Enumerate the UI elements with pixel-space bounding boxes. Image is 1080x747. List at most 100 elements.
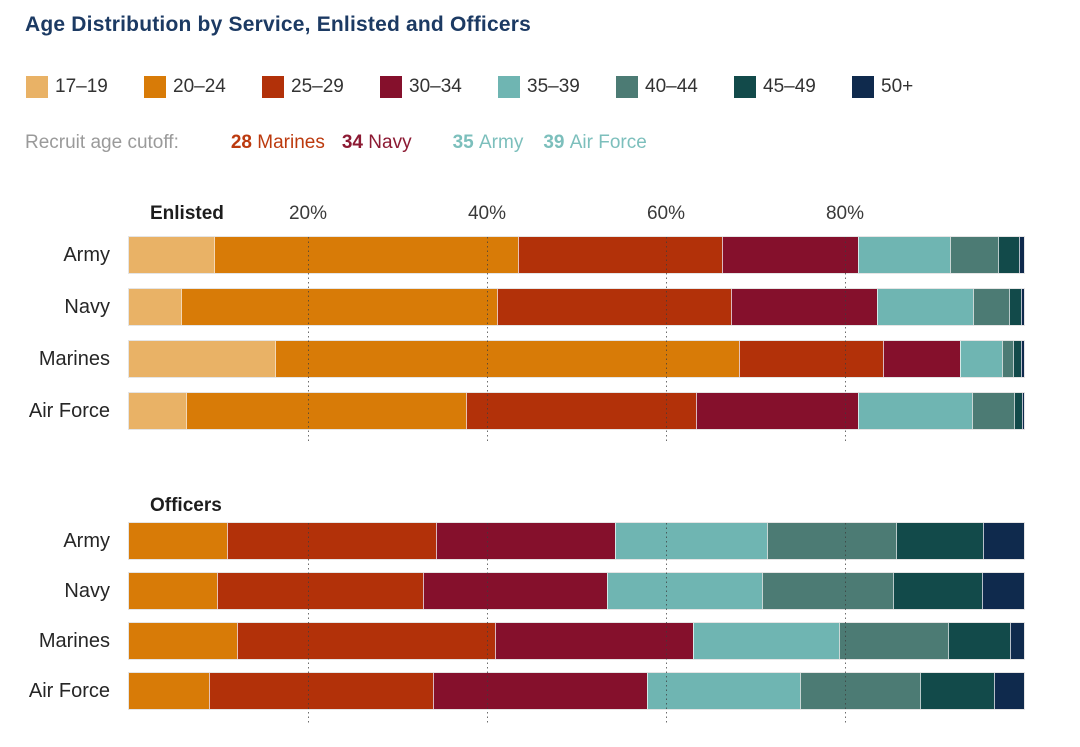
cutoff-value: 28	[230, 132, 252, 153]
legend-label: 50+	[881, 76, 914, 97]
row-label: Air Force	[28, 680, 110, 702]
recruit-age-cutoff: Recruit age cutoff: 28 Marines 34 Navy 35 …	[25, 132, 647, 154]
cutoff-value: 39	[543, 132, 565, 153]
legend-label: 35–39	[527, 76, 580, 97]
cutoff-label: Recruit age cutoff:	[25, 132, 179, 153]
bar-segment-20–24	[129, 673, 209, 709]
row-label: Army	[63, 530, 110, 552]
legend-swatch	[498, 76, 520, 98]
bar-segment-40–44	[972, 393, 1015, 429]
cutoff-value: 35	[452, 132, 474, 153]
legend-label: 20–24	[173, 76, 226, 97]
bar-segment-40–44	[1001, 341, 1014, 377]
legend-item: 45–49	[734, 76, 852, 98]
bar-segment-25–29	[738, 341, 883, 377]
bar-segment-17–19	[129, 237, 215, 273]
bar-segment-25–29	[216, 573, 423, 609]
bar-segment-35–39	[692, 623, 839, 659]
cutoff-item: 39 Air Force	[543, 132, 647, 154]
bar-segment-20–24	[129, 573, 217, 609]
legend-item: 25–29	[262, 76, 380, 98]
bar-segment-30–34	[696, 393, 859, 429]
row-label: Air Force	[28, 400, 110, 422]
row-enlisted-marines: Marines	[39, 341, 1025, 377]
bar-segment-50+	[1021, 289, 1024, 325]
legend-label: 40–44	[645, 76, 698, 97]
bar-segment-30–34	[721, 237, 858, 273]
row-label: Marines	[38, 630, 110, 652]
bar-segment-30–34	[731, 289, 878, 325]
legend: 17–19 20–24 25–29 30–34 35–39 40–44 45–49 50+	[26, 76, 970, 98]
legend-item: 30–34	[380, 76, 498, 98]
legend-label: 30–34	[409, 76, 462, 97]
bar-segment-50+	[993, 673, 1025, 709]
row-officers-marines: Marines	[39, 623, 1024, 659]
bar-segment-25–29	[237, 623, 496, 659]
bar-segment-25–29	[496, 289, 732, 325]
section-label-enlisted: Enlisted	[150, 203, 224, 224]
bar-segment-25–29	[208, 673, 434, 709]
bar	[129, 393, 1025, 429]
bar	[129, 673, 1025, 709]
legend-swatch	[262, 76, 284, 98]
bar-segment-40–44	[949, 237, 999, 273]
row-enlisted-navy: Navy	[64, 289, 1024, 325]
bar-segment-50+	[1022, 393, 1025, 429]
row-officers-navy: Navy	[64, 573, 1024, 609]
bar-segment-40–44	[767, 523, 897, 559]
bar-segment-25–29	[518, 237, 722, 273]
legend-item: 17–19	[26, 76, 144, 98]
bar-segment-50+	[982, 523, 1024, 559]
axis-tick-40: 40%	[467, 203, 507, 224]
row-label: Navy	[64, 296, 110, 318]
legend-label: 25–29	[291, 76, 344, 97]
bar-segment-30–34	[495, 623, 693, 659]
bar	[129, 341, 1025, 377]
bar-segment-35–39	[857, 237, 950, 273]
bar	[129, 623, 1024, 659]
bar-segment-50+	[981, 573, 1024, 609]
bar-segment-45–49	[920, 673, 994, 709]
bar-segment-40–44	[800, 673, 921, 709]
bar-segment-20–24	[214, 237, 519, 273]
bar-segment-35–39	[959, 341, 1002, 377]
cutoff-item: 28 Marines	[231, 132, 325, 154]
legend-swatch	[616, 76, 638, 98]
bar-segment-35–39	[877, 289, 973, 325]
row-officers-air-force: Air Force	[29, 673, 1025, 709]
bar-segment-35–39	[858, 393, 973, 429]
bar-segment-40–44	[972, 289, 1009, 325]
bar-segment-17–19	[129, 289, 181, 325]
legend-swatch	[144, 76, 166, 98]
bar-segment-17–19	[129, 393, 187, 429]
bar-segment-45–49	[1014, 393, 1023, 429]
bar-segment-30–34	[422, 573, 607, 609]
bar-segment-20–24	[274, 341, 739, 377]
bar-segment-20–24	[186, 393, 466, 429]
bar-segment-45–49	[1013, 341, 1022, 377]
bar-segment-30–34	[433, 673, 648, 709]
cutoff-service: Navy	[363, 132, 412, 153]
bar-segment-45–49	[896, 523, 983, 559]
bar-segment-45–49	[1008, 289, 1022, 325]
bar-segment-50+	[1018, 237, 1025, 273]
bar-segment-30–34	[882, 341, 960, 377]
row-label: Marines	[38, 348, 110, 370]
axis-tick-20: 20%	[288, 203, 328, 224]
legend-label: 45–49	[763, 76, 816, 97]
bar-segment-35–39	[606, 573, 762, 609]
legend-item: 40–44	[616, 76, 734, 98]
bar-segment-45–49	[893, 573, 982, 609]
bar-segment-40–44	[838, 623, 948, 659]
row-officers-army: Army	[63, 523, 1024, 559]
legend-item: 20–24	[144, 76, 262, 98]
legend-swatch	[380, 76, 402, 98]
cutoff-service: Air Force	[564, 132, 647, 153]
cutoff-item: 34 Navy	[342, 132, 412, 154]
cutoff-item: 35 Army	[453, 132, 524, 154]
cutoff-items: 28 Marines 34 Navy 35 Army 39 Air Force	[179, 132, 647, 154]
bar-segment-45–49	[998, 237, 1019, 273]
bar-segment-50+	[1009, 623, 1024, 659]
cutoff-service: Army	[473, 132, 524, 153]
